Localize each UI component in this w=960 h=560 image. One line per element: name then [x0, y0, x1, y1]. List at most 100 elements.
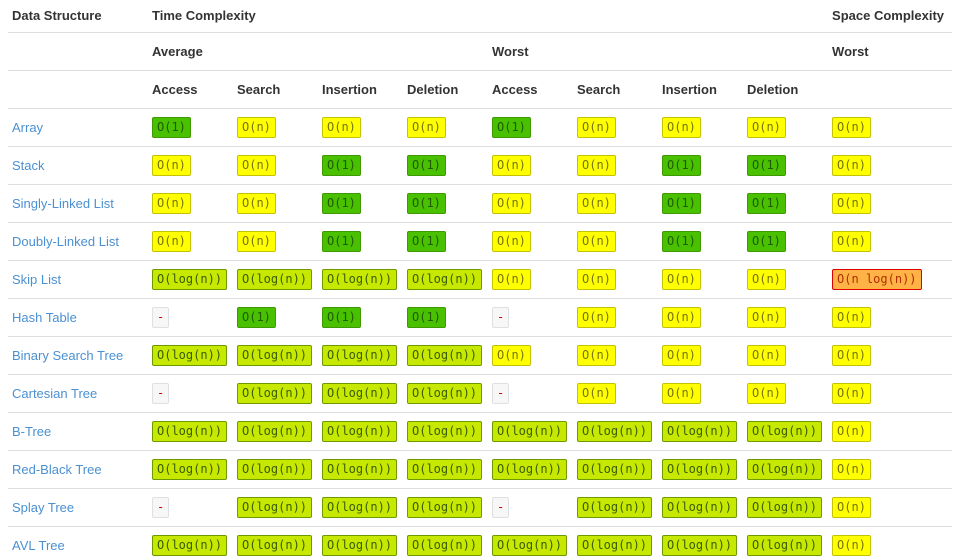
complexity-badge: O(log(n))	[662, 497, 738, 518]
complexity-cell: -	[148, 298, 233, 337]
complexity-badge: -	[492, 307, 510, 328]
complexity-badge: O(n)	[662, 345, 701, 366]
complexity-cell: O(n)	[488, 336, 573, 375]
complexity-cell: O(log(n))	[743, 488, 829, 527]
data-structure-cell: Stack	[8, 146, 148, 185]
complexity-badge: O(n)	[577, 345, 616, 366]
table-row: Array O(1) O(n) O(n) O(n) O(1) O(n) O(n) O(n) O(n…	[8, 108, 953, 147]
data-structure-link[interactable]: Stack	[12, 157, 45, 173]
complexity-badge: O(n)	[662, 269, 701, 290]
complexity-cell: O(n)	[828, 184, 953, 223]
complexity-badge: O(log(n))	[407, 535, 483, 556]
complexity-cell: O(log(n))	[403, 526, 488, 560]
complexity-cell: O(log(n))	[573, 526, 658, 560]
header-spacer	[8, 32, 148, 71]
table-row: Doubly-Linked List O(n) O(n) O(1) O(1) O(n) O(…	[8, 222, 953, 261]
complexity-cell: O(n)	[318, 108, 403, 147]
data-structure-cell: Array	[8, 108, 148, 147]
complexity-badge: O(n)	[832, 459, 871, 480]
complexity-cell: O(n)	[828, 108, 953, 147]
complexity-badge: O(log(n))	[322, 383, 398, 404]
header-avg-deletion: Deletion	[403, 70, 488, 109]
table-row: Hash Table - O(1) O(1) O(1) - O(n) O(n) O(n) O(n)	[8, 298, 953, 337]
complexity-badge: O(log(n))	[237, 459, 313, 480]
complexity-cell: O(n)	[573, 108, 658, 147]
complexity-cell: O(n)	[573, 222, 658, 261]
complexity-badge: O(1)	[407, 231, 446, 252]
complexity-cell: O(n)	[488, 146, 573, 185]
complexity-badge: -	[152, 383, 170, 404]
data-structure-cell: Cartesian Tree	[8, 374, 148, 413]
complexity-cell: O(1)	[743, 184, 829, 223]
complexity-cell: O(log(n))	[403, 488, 488, 527]
data-structure-link[interactable]: Splay Tree	[12, 499, 75, 515]
header-avg-search: Search	[233, 70, 318, 109]
data-structure-link[interactable]: Binary Search Tree	[12, 347, 124, 363]
complexity-cell: O(n)	[488, 222, 573, 261]
data-structure-cell: AVL Tree	[8, 526, 148, 560]
complexity-cell: O(log(n))	[318, 336, 403, 375]
data-structure-link[interactable]: Red-Black Tree	[12, 461, 102, 477]
data-structure-cell: Splay Tree	[8, 488, 148, 527]
complexity-badge: O(log(n))	[407, 383, 483, 404]
data-structure-link[interactable]: B-Tree	[12, 423, 52, 439]
complexity-cell: O(n)	[148, 184, 233, 223]
complexity-cell: O(n log(n))	[828, 260, 953, 299]
complexity-badge: O(log(n))	[152, 421, 228, 442]
data-structure-link[interactable]: AVL Tree	[12, 537, 65, 553]
complexity-cell: -	[488, 374, 573, 413]
complexity-badge: O(log(n))	[237, 497, 313, 518]
complexity-cell: O(log(n))	[573, 450, 658, 489]
complexity-badge: -	[492, 497, 510, 518]
complexity-badge: O(n)	[832, 155, 871, 176]
complexity-cell: O(1)	[658, 184, 743, 223]
complexity-cell: O(log(n))	[403, 412, 488, 451]
complexity-badge: O(n)	[832, 117, 871, 138]
complexity-cell: O(1)	[403, 298, 488, 337]
complexity-badge: O(log(n))	[577, 535, 653, 556]
complexity-badge: O(1)	[492, 117, 531, 138]
complexity-badge: O(n log(n))	[832, 269, 922, 290]
complexity-cell: O(n)	[573, 374, 658, 413]
complexity-cell: O(log(n))	[318, 450, 403, 489]
complexity-badge: O(n)	[237, 155, 276, 176]
complexity-cell: O(1)	[318, 298, 403, 337]
complexity-cell: O(n)	[233, 184, 318, 223]
data-structure-cell: Singly-Linked List	[8, 184, 148, 223]
complexity-badge: O(n)	[152, 193, 191, 214]
complexity-badge: O(log(n))	[152, 269, 228, 290]
complexity-cell: O(n)	[828, 374, 953, 413]
data-structure-cell: B-Tree	[8, 412, 148, 451]
complexity-cell: O(1)	[233, 298, 318, 337]
table-row: Skip List O(log(n)) O(log(n)) O(log(n)) O(lo…	[8, 260, 953, 299]
complexity-badge: O(n)	[492, 231, 531, 252]
complexity-badge: O(1)	[662, 155, 701, 176]
complexity-cell: O(log(n))	[148, 412, 233, 451]
data-structure-link[interactable]: Array	[12, 119, 44, 135]
data-structure-link[interactable]: Cartesian Tree	[12, 385, 98, 401]
complexity-badge: O(n)	[832, 421, 871, 442]
complexity-cell: O(n)	[573, 260, 658, 299]
header-worst-access: Access	[488, 70, 573, 109]
data-structure-link[interactable]: Singly-Linked List	[12, 195, 114, 211]
complexity-badge: O(n)	[832, 345, 871, 366]
complexity-cell: O(log(n))	[318, 488, 403, 527]
complexity-cell: O(n)	[573, 298, 658, 337]
data-structure-link[interactable]: Hash Table	[12, 309, 77, 325]
data-structure-link[interactable]: Doubly-Linked List	[12, 233, 119, 249]
complexity-badge: O(1)	[747, 193, 786, 214]
data-structure-link[interactable]: Skip List	[12, 271, 62, 287]
complexity-cell: O(log(n))	[658, 526, 743, 560]
header-row-case: Average Worst Worst	[8, 32, 953, 71]
complexity-badge: O(log(n))	[407, 421, 483, 442]
complexity-cell: O(log(n))	[148, 526, 233, 560]
table-body: Array O(1) O(n) O(n) O(n) O(1) O(n) O(n) O(n) O(n…	[8, 108, 953, 560]
header-worst-insertion: Insertion	[658, 70, 743, 109]
complexity-badge: O(1)	[407, 193, 446, 214]
complexity-badge: O(1)	[322, 231, 361, 252]
complexity-cell: O(n)	[828, 412, 953, 451]
complexity-cell: O(1)	[658, 222, 743, 261]
complexity-cell: O(log(n))	[233, 526, 318, 560]
complexity-cell: O(n)	[488, 184, 573, 223]
complexity-badge: O(log(n))	[577, 459, 653, 480]
